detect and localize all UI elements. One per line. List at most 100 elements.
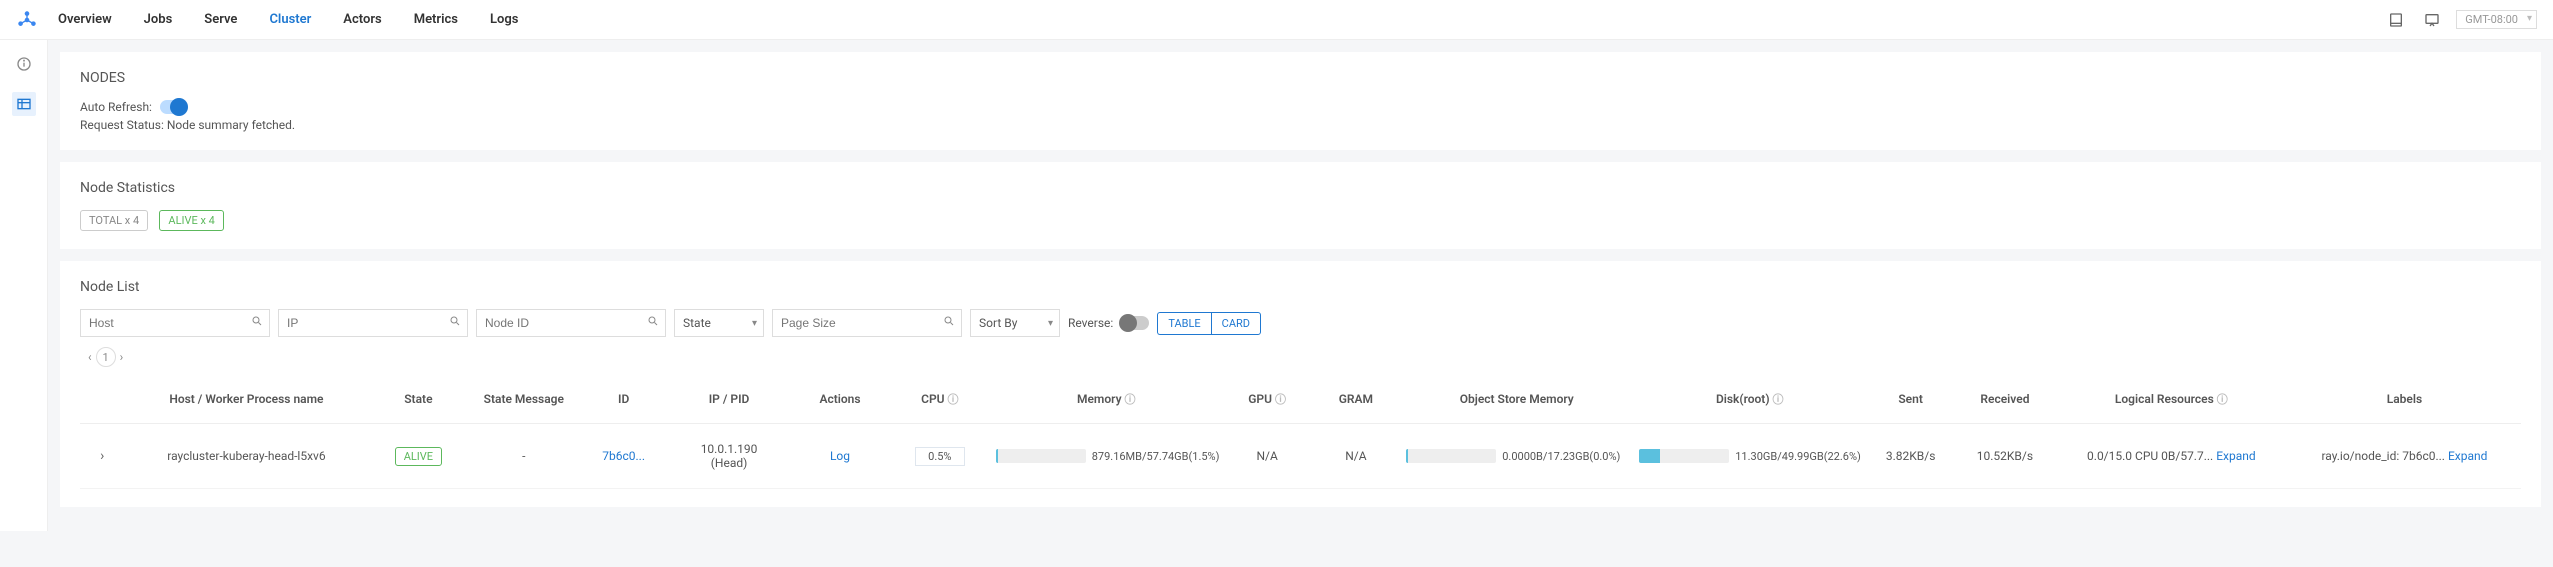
cell-gpu: N/A — [1223, 424, 1312, 489]
expand-row-icon[interactable]: › — [100, 448, 104, 464]
badge-total: TOTAL x 4 — [80, 210, 148, 231]
th-smsg: State Message — [468, 375, 579, 424]
cell-ip-line2: (Head) — [674, 456, 784, 470]
table-row: ›raycluster-kuberay-head-l5xv6ALIVE-7b6c… — [80, 424, 2521, 489]
filter-host[interactable] — [80, 309, 270, 337]
tab-metrics[interactable]: Metrics — [414, 12, 458, 27]
cell-cpu: 0.5% — [890, 424, 990, 489]
stats-title: Node Statistics — [80, 180, 2521, 196]
book-icon[interactable] — [2384, 8, 2408, 32]
pagesize-input[interactable] — [779, 316, 955, 330]
labels-text: ray.io/node_id: 7b6c0... — [2321, 449, 2445, 463]
node-table: Host / Worker Process name State State M… — [80, 375, 2521, 489]
th-disk: Disk(root)ⓘ — [1633, 375, 1866, 424]
tab-overview[interactable]: Overview — [58, 12, 112, 27]
filter-pagesize[interactable] — [772, 309, 962, 337]
table-icon[interactable] — [12, 92, 36, 116]
filter-sortby[interactable]: Sort By — [970, 309, 1060, 337]
th-actions: Actions — [790, 375, 890, 424]
help-icon: ⓘ — [1773, 393, 1784, 406]
lres-text: 0.0/15.0 CPU 0B/57.7... — [2087, 449, 2213, 463]
search-icon — [251, 315, 263, 331]
search-icon — [449, 315, 461, 331]
table-header-row: Host / Worker Process name State State M… — [80, 375, 2521, 424]
th-osm: Object Store Memory — [1400, 375, 1633, 424]
nav-tabs: Overview Jobs Serve Cluster Actors Metri… — [58, 12, 518, 27]
ip-input[interactable] — [285, 316, 461, 330]
pager: ‹ 1 › — [88, 347, 2521, 367]
expand-labels-link[interactable]: Expand — [2448, 449, 2487, 463]
meter: 879.16MB/57.74GB(1.5%) — [996, 449, 1217, 463]
filter-nodeid[interactable] — [476, 309, 666, 337]
cell-hwp-text: raycluster-kuberay-head-l5xv6 — [167, 449, 325, 463]
cell-gram: N/A — [1312, 424, 1401, 489]
pager-prev[interactable]: ‹ — [88, 350, 92, 364]
cell-disk: 11.30GB/49.99GB(22.6%) — [1633, 424, 1866, 489]
info-icon[interactable] — [12, 52, 36, 76]
filter-state[interactable]: State — [674, 309, 764, 337]
filters-row: State Sort By Reverse: TABLE CARD — [80, 309, 2521, 337]
cell-state: ALIVE — [368, 424, 468, 489]
node-id-link[interactable]: 7b6c0... — [602, 449, 645, 463]
th-sent: Sent — [1866, 375, 1955, 424]
meter: 0.0000B/17.23GB(0.0%) — [1406, 449, 1627, 463]
nodeid-input[interactable] — [483, 316, 659, 330]
cell-lres: 0.0/15.0 CPU 0B/57.7... Expand — [2055, 424, 2288, 489]
logo — [16, 9, 38, 31]
meter-bar — [1406, 449, 1496, 463]
meter-bar — [1639, 449, 1729, 463]
timezone-select[interactable]: GMT-08:00 — [2456, 10, 2537, 29]
tab-actors[interactable]: Actors — [343, 12, 381, 27]
pager-page[interactable]: 1 — [96, 347, 116, 367]
view-table-button[interactable]: TABLE — [1157, 312, 1210, 335]
auto-refresh-row: Auto Refresh: — [80, 100, 2521, 114]
meter: 11.30GB/49.99GB(22.6%) — [1639, 449, 1860, 463]
th-hwp: Host / Worker Process name — [124, 375, 368, 424]
auto-refresh-label: Auto Refresh: — [80, 100, 152, 114]
tab-cluster[interactable]: Cluster — [269, 12, 311, 27]
tab-jobs[interactable]: Jobs — [144, 12, 173, 27]
host-input[interactable] — [87, 316, 263, 330]
node-list-card: Node List — [60, 261, 2541, 507]
nodes-title: NODES — [80, 70, 2521, 86]
top-bar: Overview Jobs Serve Cluster Actors Metri… — [0, 0, 2553, 40]
pager-next[interactable]: › — [120, 350, 124, 364]
log-link[interactable]: Log — [830, 449, 850, 463]
list-title: Node List — [80, 279, 2521, 295]
cell-sent: 3.82KB/s — [1866, 424, 1955, 489]
feedback-icon[interactable] — [2420, 8, 2444, 32]
filter-ip[interactable] — [278, 309, 468, 337]
cell-recv: 10.52KB/s — [1955, 424, 2055, 489]
help-icon: ⓘ — [2217, 393, 2228, 406]
meter-label: 11.30GB/49.99GB(22.6%) — [1735, 450, 1861, 463]
cell-labels: ray.io/node_id: 7b6c0... Expand — [2288, 424, 2521, 489]
reverse-label: Reverse: — [1068, 316, 1113, 330]
cell-ip: 10.0.1.190(Head) — [668, 424, 790, 489]
cell-id: 7b6c0... — [579, 424, 668, 489]
cell-actions: Log — [790, 424, 890, 489]
main-content: NODES Auto Refresh: Request Status: Node… — [48, 40, 2553, 531]
help-icon: ⓘ — [948, 393, 959, 406]
cell-ip-line1: 10.0.1.190 — [674, 442, 784, 456]
help-icon: ⓘ — [1125, 393, 1136, 406]
nodes-card: NODES Auto Refresh: Request Status: Node… — [60, 52, 2541, 150]
meter-bar — [996, 449, 1086, 463]
th-gpu: GPUⓘ — [1223, 375, 1312, 424]
cell-osm: 0.0000B/17.23GB(0.0%) — [1400, 424, 1633, 489]
th-cpu: CPUⓘ — [890, 375, 990, 424]
view-card-button[interactable]: CARD — [1211, 312, 1261, 335]
th-ip: IP / PID — [668, 375, 790, 424]
help-icon: ⓘ — [1275, 393, 1286, 406]
cell-expand: › — [80, 424, 124, 489]
tab-serve[interactable]: Serve — [204, 12, 237, 27]
tab-logs[interactable]: Logs — [490, 12, 518, 27]
top-right: GMT-08:00 — [2384, 8, 2537, 32]
expand-lres-link[interactable]: Expand — [2216, 449, 2255, 463]
auto-refresh-toggle[interactable] — [160, 100, 188, 114]
th-id: ID — [579, 375, 668, 424]
ray-logo-icon — [16, 9, 38, 31]
search-icon — [647, 315, 659, 331]
cell-mem: 879.16MB/57.74GB(1.5%) — [990, 424, 1223, 489]
th-gram: GRAM — [1312, 375, 1401, 424]
reverse-toggle[interactable] — [1121, 316, 1149, 330]
